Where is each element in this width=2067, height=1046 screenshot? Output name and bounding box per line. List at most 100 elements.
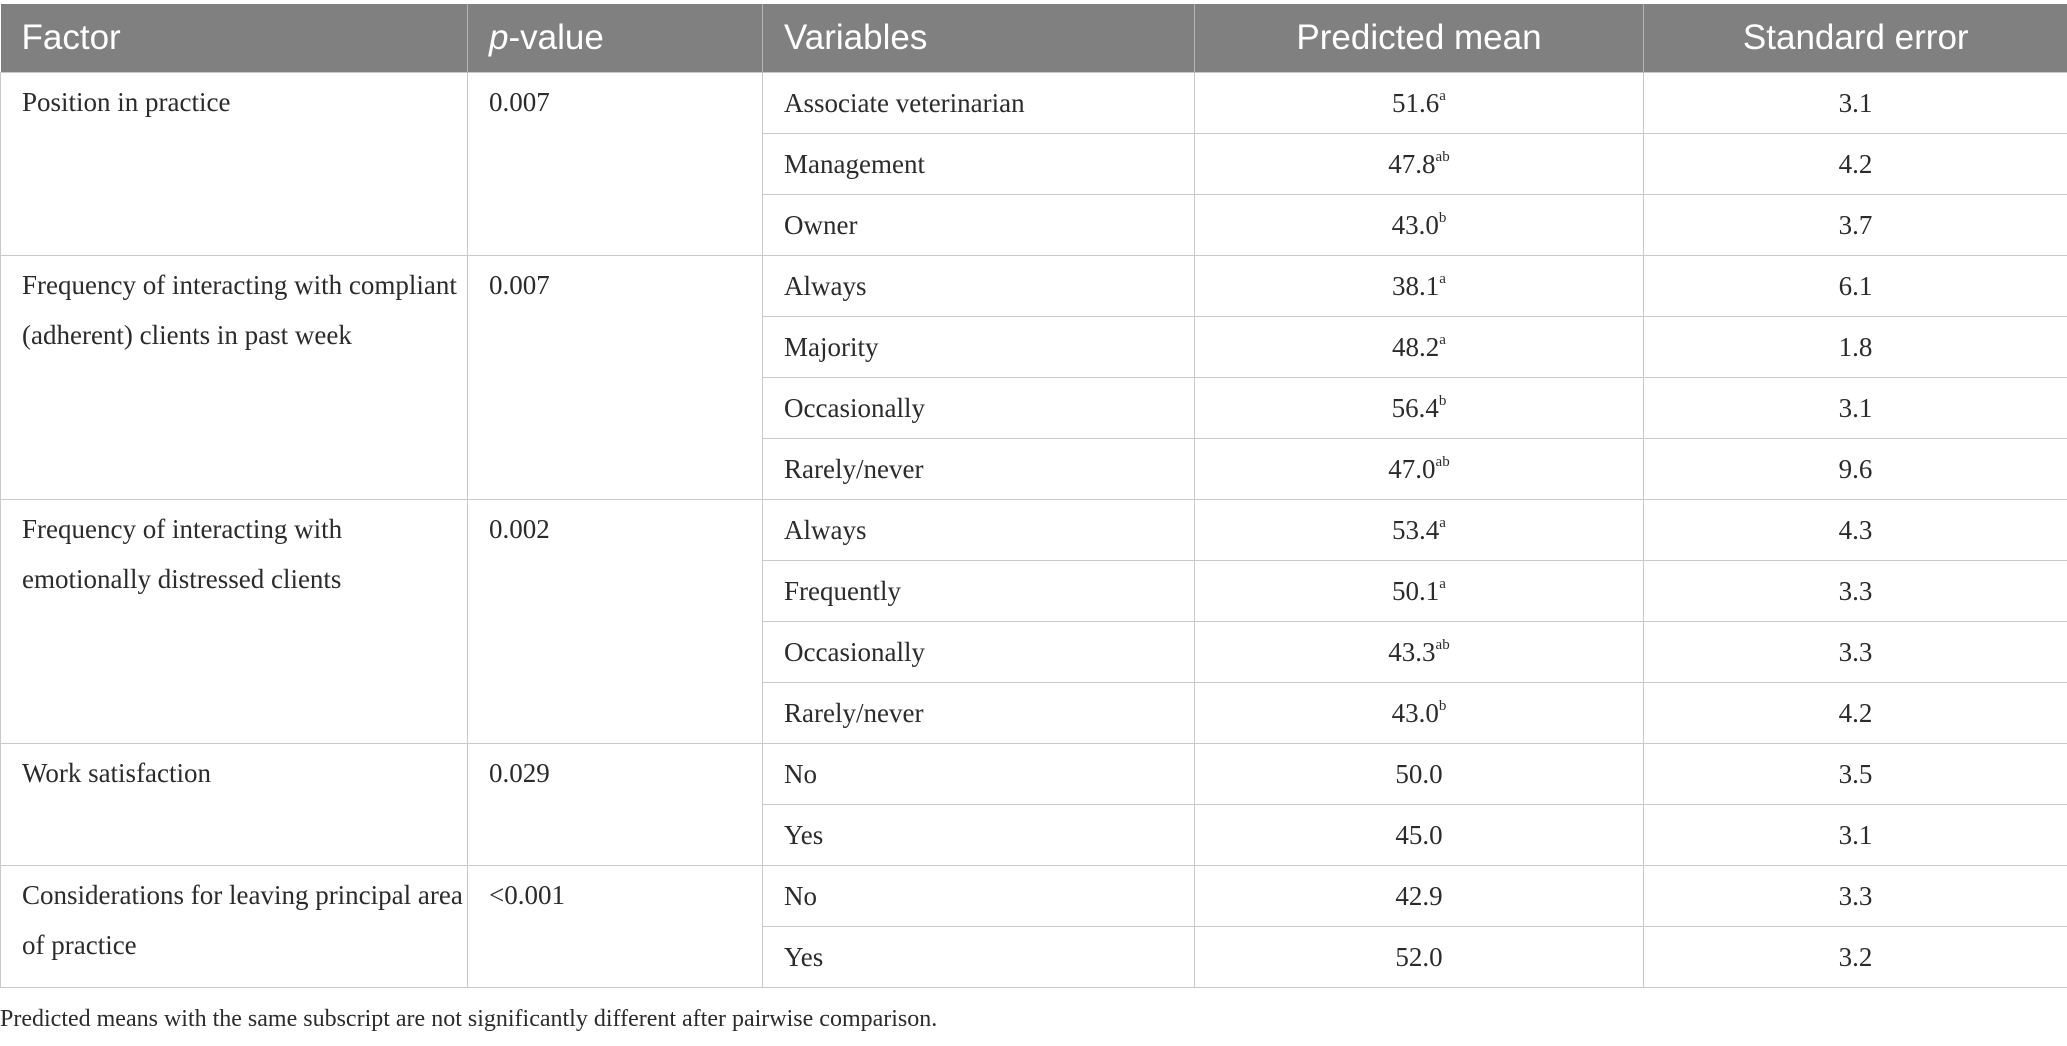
variable-cell: Frequently [762,560,1195,622]
p-value-cell: 0.007 [467,255,763,500]
header-p-italic: p [489,18,509,57]
significance-superscript: a [1439,271,1446,287]
variable-cell: No [762,865,1195,927]
predicted-mean-cell: 38.1a [1194,255,1644,317]
significance-superscript: a [1439,88,1446,104]
header-row: Factor p-value Variables Predicted mean … [0,4,2067,73]
predicted-mean-cell: 56.4b [1194,377,1644,439]
predicted-means-table: Factor p-value Variables Predicted mean … [0,4,2067,988]
standard-error-cell: 4.3 [1643,499,2067,561]
variable-cell: Majority [762,316,1195,378]
significance-superscript: ab [1435,637,1450,653]
predicted-mean-value: 51.6 [1392,88,1440,118]
standard-error-cell: 3.3 [1643,560,2067,622]
significance-superscript: ab [1435,454,1450,470]
predicted-mean-value: 50.1 [1392,576,1440,606]
predicted-mean-cell: 50.0 [1194,743,1644,805]
standard-error-cell: 3.1 [1643,377,2067,439]
p-value-cell: <0.001 [467,865,763,988]
predicted-mean-value: 50.0 [1395,759,1443,789]
table-row: Frequency of interacting with emotionall… [0,499,2067,744]
table-row: Work satisfaction 0.029 No 50.0 3.5 [0,743,2067,866]
header-p-suffix: -value [508,18,604,57]
predicted-mean-cell: 45.0 [1194,804,1644,866]
table-row: Position in practice 0.007 Associate veter… [0,72,2067,256]
standard-error-cell: 3.3 [1643,621,2067,683]
predicted-mean-cell: 48.2a [1194,316,1644,378]
predicted-mean-cell: 42.9 [1194,865,1644,927]
significance-superscript: b [1438,210,1447,226]
significance-superscript: b [1438,698,1447,714]
predicted-mean-value: 43.0 [1391,210,1439,240]
variable-cell: Occasionally [762,621,1195,683]
predicted-mean-cell: 51.6a [1194,72,1644,134]
variable-cell: Occasionally [762,377,1195,439]
standard-error-cell: 3.7 [1643,194,2067,256]
table-row: Yes 45.0 3.1 [1,804,2067,866]
predicted-mean-cell: 47.8ab [1194,133,1644,195]
table-row: Management 47.8ab 4.2 [1,133,2067,195]
standard-error-cell: 3.3 [1643,865,2067,927]
variable-cell: Rarely/never [762,438,1195,500]
standard-error-cell: 3.1 [1643,72,2067,134]
predicted-mean-value: 53.4 [1392,515,1440,545]
table-row: Frequency of interacting with compliant … [0,255,2067,500]
header-p-value: p-value [467,4,763,73]
table-row: Frequently 50.1a 3.3 [1,560,2067,622]
variable-cell: Always [762,255,1195,317]
predicted-mean-value: 38.1 [1392,271,1440,301]
predicted-mean-cell: 43.0b [1194,194,1644,256]
predicted-mean-value: 48.2 [1392,332,1440,362]
standard-error-cell: 3.1 [1643,804,2067,866]
predicted-mean-value: 56.4 [1391,393,1439,423]
table-body: Position in practice 0.007 Associate veter… [0,72,2067,988]
variable-cell: Yes [762,804,1195,866]
table-header: Factor p-value Variables Predicted mean … [0,4,2067,73]
standard-error-cell: 3.5 [1643,743,2067,805]
variable-cell: Rarely/never [762,682,1195,744]
predicted-mean-cell: 43.3ab [1194,621,1644,683]
header-factor: Factor [0,4,468,73]
factor-cell: Position in practice [0,72,468,256]
factor-cell: Frequency of interacting with emotionall… [0,499,468,744]
standard-error-cell: 3.2 [1643,926,2067,988]
variable-cell: Yes [762,926,1195,988]
standard-error-cell: 9.6 [1643,438,2067,500]
standard-error-cell: 6.1 [1643,255,2067,317]
results-table-container: Factor p-value Variables Predicted mean … [0,4,2067,988]
variable-cell: Management [762,133,1195,195]
significance-superscript: b [1438,393,1447,409]
header-variables: Variables [762,4,1195,73]
table-row: Yes 52.0 3.2 [1,926,2067,988]
p-value-cell: 0.007 [467,72,763,256]
variable-cell: Associate veterinarian [762,72,1195,134]
significance-superscript: a [1439,515,1446,531]
significance-superscript: ab [1435,149,1450,165]
table-footnote: Predicted means with the same subscript … [0,1006,938,1032]
predicted-mean-value: 47.0 [1388,454,1436,484]
predicted-mean-value: 47.8 [1388,149,1436,179]
predicted-mean-cell: 43.0b [1194,682,1644,744]
factor-cell: Considerations for leaving principal are… [0,865,468,988]
predicted-mean-value: 43.0 [1391,698,1439,728]
significance-superscript: a [1439,576,1446,592]
factor-cell: Work satisfaction [0,743,468,866]
header-predicted-mean: Predicted mean [1194,4,1644,73]
table-row: Considerations for leaving principal are… [0,865,2067,988]
predicted-mean-value: 42.9 [1395,881,1443,911]
variable-cell: Always [762,499,1195,561]
predicted-mean-value: 52.0 [1395,942,1443,972]
header-standard-error: Standard error [1643,4,2067,73]
predicted-mean-value: 45.0 [1395,820,1443,850]
predicted-mean-cell: 53.4a [1194,499,1644,561]
variable-cell: Owner [762,194,1195,256]
variable-cell: No [762,743,1195,805]
p-value-cell: 0.002 [467,499,763,744]
significance-superscript: a [1439,332,1446,348]
standard-error-cell: 4.2 [1643,133,2067,195]
predicted-mean-cell: 52.0 [1194,926,1644,988]
table-row: Rarely/never 47.0ab 9.6 [1,438,2067,500]
table-row: Rarely/never 43.0b 4.2 [1,682,2067,744]
predicted-mean-cell: 50.1a [1194,560,1644,622]
standard-error-cell: 1.8 [1643,316,2067,378]
